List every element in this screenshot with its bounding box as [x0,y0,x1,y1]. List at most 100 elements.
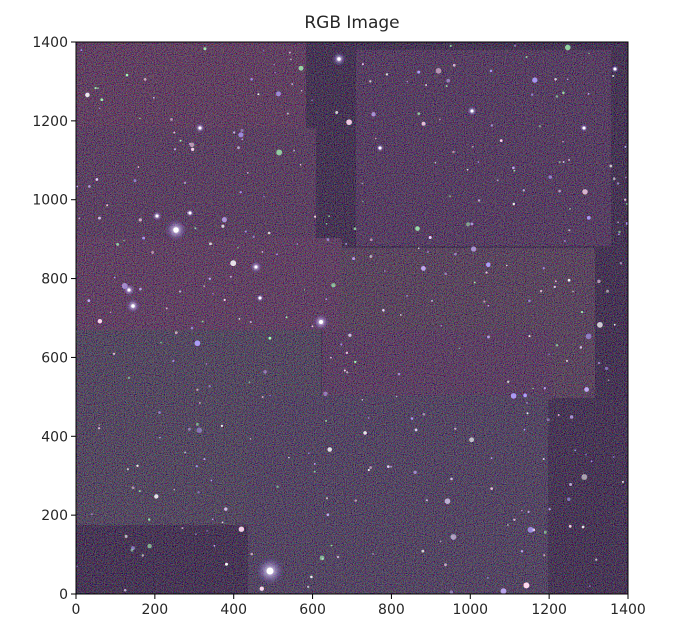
bright-star-core [470,109,474,113]
star [473,281,476,284]
star [483,300,486,303]
star [585,333,592,340]
star [623,198,627,201]
star [554,77,557,81]
star [387,465,390,468]
star [606,289,609,293]
star [574,449,577,452]
star [487,304,490,307]
star [505,264,508,267]
star [417,112,421,115]
star [127,376,131,380]
star [319,555,325,561]
star [361,63,364,66]
star [466,222,470,227]
bright-star-core [319,320,323,324]
star [97,87,99,90]
star [291,83,294,86]
star [369,466,373,470]
star [510,393,517,399]
y-tick-label: 1200 [32,114,68,130]
star [444,563,447,567]
star [196,427,202,433]
star [237,146,240,150]
star [444,498,451,505]
star [352,257,356,261]
star [179,139,182,142]
star [170,118,173,121]
star [617,233,620,236]
star [310,575,313,579]
star [313,462,316,465]
star [477,199,481,202]
star [141,554,145,557]
star [244,230,247,233]
star [123,589,127,592]
star [240,128,244,132]
star [261,251,264,253]
star [417,247,420,250]
bright-star-core [378,146,382,150]
star [435,68,442,74]
star [165,307,168,310]
star [124,534,128,538]
star [195,533,197,536]
bright-star-core [155,214,159,218]
star [311,325,314,328]
star [527,526,534,533]
star [276,485,279,488]
star [326,238,330,241]
star [241,138,244,141]
star [206,530,208,532]
x-tick-label: 400 [220,602,247,618]
star [330,356,332,359]
star [513,44,517,47]
star [78,217,81,220]
star [126,468,129,471]
star [513,169,516,172]
star [263,370,267,374]
star [562,140,564,143]
star [449,195,451,198]
star [367,468,370,472]
star [587,93,590,95]
star [252,235,255,238]
star [326,513,330,516]
star [327,447,333,452]
star [123,239,125,242]
star [345,242,348,246]
bright-star-core [131,304,135,308]
star [246,172,249,174]
star [487,335,490,339]
star [542,267,545,270]
star [190,326,194,330]
star [348,333,352,337]
star [331,283,336,288]
star [330,544,333,547]
star [579,346,583,349]
bright-star-core [258,296,262,300]
star [490,124,493,127]
star [152,96,155,99]
star [444,272,447,276]
star [543,553,546,557]
star [400,314,402,316]
star [558,189,561,193]
star [100,98,104,102]
bright-star-core [173,227,179,233]
star [440,325,443,327]
star [496,179,499,182]
star [367,417,370,419]
star [303,289,306,291]
star [98,216,101,220]
x-axis: 0 200 400 600 800 1000 1200 1400 [72,594,646,618]
y-tick-label: 400 [41,429,68,445]
star [584,387,589,392]
star [109,311,112,314]
star [143,78,147,81]
star [522,189,526,192]
star [532,77,538,83]
star [174,331,178,335]
star [290,58,292,61]
star [159,436,161,439]
